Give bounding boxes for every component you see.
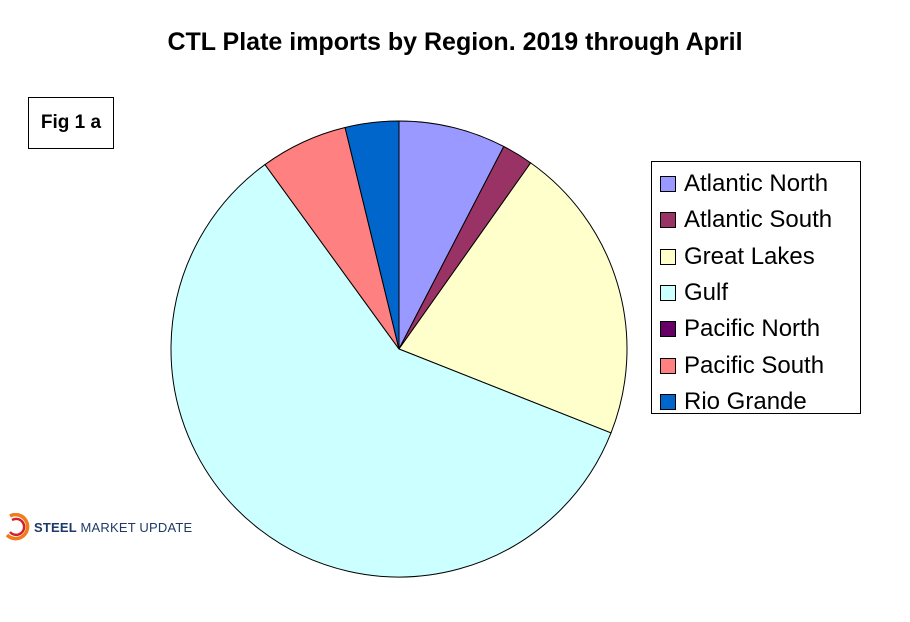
legend-swatch (660, 357, 676, 374)
legend-item-gulf: Gulf (652, 275, 860, 311)
figure-label: Fig 1 a (40, 112, 102, 133)
legend-item-pacific-south: Pacific South (652, 347, 860, 383)
logo-arc-icon (5, 513, 30, 541)
legend-label: Atlantic South (684, 206, 833, 234)
pie-slices (170, 120, 628, 578)
steel-market-update-logo: STEEL MARKET UPDATE (5, 513, 192, 541)
pie-slice-great-lakes (398, 162, 628, 434)
legend-swatch (660, 212, 676, 229)
legend-label: Pacific South (684, 351, 825, 379)
legend-label: Gulf (684, 279, 729, 307)
legend-label: Atlantic North (684, 170, 829, 198)
pie-slice-atlantic-north (398, 120, 505, 350)
legend-swatch (660, 176, 676, 193)
legend-item-atlantic-north: Atlantic North (652, 166, 860, 202)
legend-label: Pacific North (684, 315, 821, 343)
legend-swatch (660, 285, 676, 302)
figure-label-box: Fig 1 a (28, 97, 114, 149)
legend-item-atlantic-south: Atlantic South (652, 202, 860, 238)
legend-label: Great Lakes (684, 242, 815, 270)
legend-label: Rio Grande (684, 387, 807, 415)
legend-swatch (660, 321, 676, 338)
legend-item-great-lakes: Great Lakes (652, 239, 860, 275)
logo-text-rest: MARKET UPDATE (80, 519, 193, 535)
legend-swatch (660, 393, 676, 410)
pie-slice-rio-grande (344, 120, 400, 350)
logo-text: STEEL MARKET UPDATE (34, 520, 192, 535)
logo-text-bold: STEEL (34, 519, 77, 535)
legend-item-pacific-north: Pacific North (652, 311, 860, 347)
legend-item-rio-grande: Rio Grande (652, 384, 860, 420)
legend-swatch (660, 248, 676, 265)
chart-legend: Atlantic North Atlantic South Great Lakes G… (651, 161, 861, 415)
pie-slice-gulf (170, 163, 612, 578)
chart-title: CTL Plate imports by Region. 2019 throug… (167, 28, 743, 56)
